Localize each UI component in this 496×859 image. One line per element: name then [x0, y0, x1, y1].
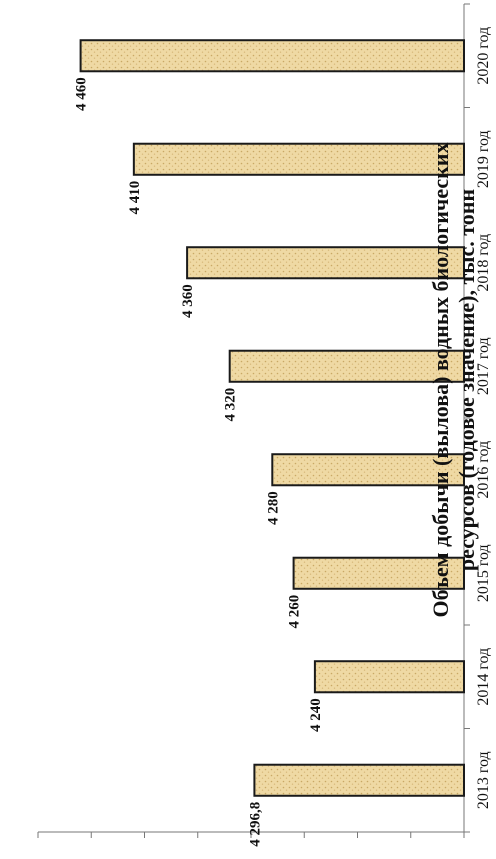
category-label: 2015 год — [475, 544, 492, 602]
category-label: 2020 год — [475, 27, 492, 85]
category-label: 2016 год — [475, 441, 492, 499]
bar — [292, 556, 465, 590]
data-label: 4 410 — [127, 181, 143, 215]
category-label: 2018 год — [475, 234, 492, 292]
data-label: 4 460 — [74, 77, 90, 111]
data-label: 4 360 — [180, 284, 196, 318]
data-label: 4 320 — [223, 388, 239, 422]
category-label: 2019 год — [475, 130, 492, 188]
data-label: 4 296,8 — [247, 802, 263, 847]
bar — [271, 453, 465, 487]
chart-title-line-1: Объем добычи (вылова) водных биологическ… — [428, 143, 453, 618]
bar — [79, 39, 465, 73]
category-label: 2013 год — [475, 751, 492, 809]
category-label: 2017 год — [475, 337, 492, 395]
category-label: 2014 год — [475, 648, 492, 706]
bar — [253, 763, 465, 797]
chart-title-line-2: ресурсов (годовое значение), тыс. тонн — [454, 189, 479, 571]
bar — [132, 142, 465, 176]
bar — [186, 246, 465, 280]
bar — [228, 349, 465, 383]
bar — [313, 660, 465, 694]
data-label: 4 240 — [308, 698, 324, 732]
data-label: 4 260 — [287, 595, 303, 629]
data-label: 4 280 — [265, 491, 281, 525]
